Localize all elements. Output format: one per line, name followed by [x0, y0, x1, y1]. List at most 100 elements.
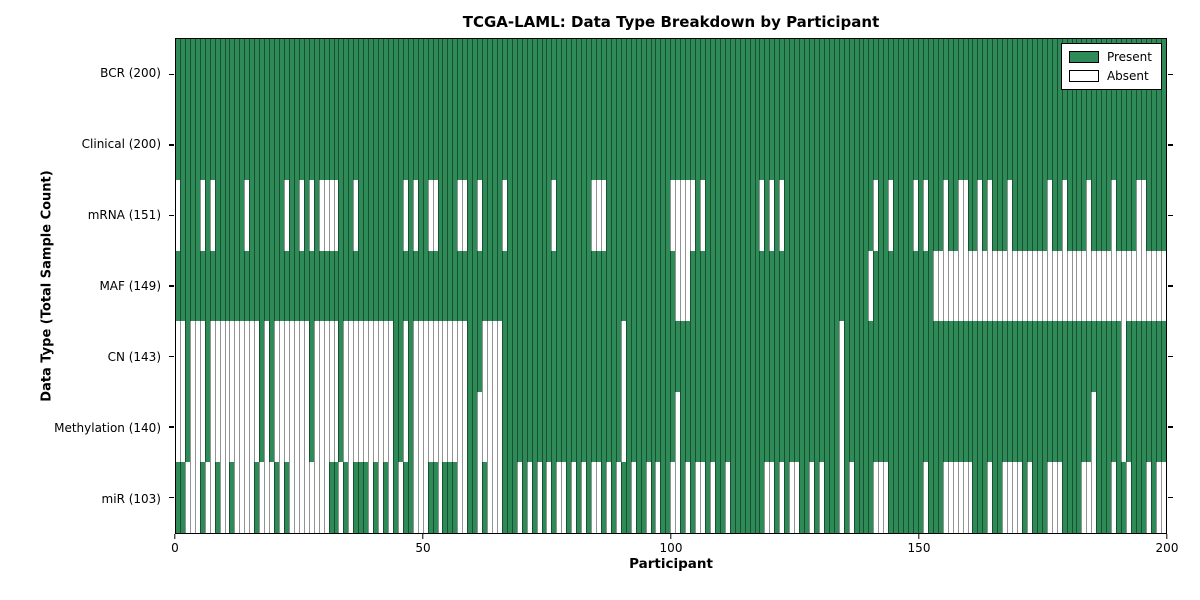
- cell: [1111, 321, 1117, 392]
- cell: [1076, 462, 1082, 534]
- cell: [313, 462, 319, 534]
- cell: [1135, 462, 1141, 534]
- cell: [447, 39, 453, 110]
- y-tick-mark: [1168, 426, 1173, 428]
- cell: [922, 180, 928, 251]
- cell: [323, 180, 329, 251]
- cell: [591, 321, 597, 392]
- cell: [1126, 321, 1131, 392]
- cell: [640, 250, 646, 322]
- cell: [888, 462, 894, 534]
- cell: [551, 321, 557, 392]
- cell: [670, 462, 676, 534]
- cell: [239, 109, 245, 181]
- cell: [650, 250, 656, 322]
- cell: [176, 250, 180, 322]
- cell: [863, 250, 869, 322]
- cell: [823, 391, 829, 463]
- cell: [368, 462, 374, 534]
- cell: [457, 391, 463, 463]
- cell: [338, 462, 344, 534]
- cell: [1026, 180, 1032, 251]
- y-tick-mark: [169, 144, 174, 146]
- legend-item-absent: Absent: [1068, 69, 1152, 83]
- cell: [556, 250, 562, 322]
- cell: [521, 180, 527, 251]
- cell: [937, 321, 943, 392]
- cell: [437, 391, 443, 463]
- cell: [1061, 391, 1067, 463]
- cell: [1081, 180, 1087, 251]
- cell: [734, 391, 740, 463]
- cell: [625, 39, 631, 110]
- cell: [888, 250, 894, 322]
- cell: [1017, 180, 1022, 251]
- cell: [1051, 250, 1057, 322]
- cell: [709, 321, 715, 392]
- cell: [749, 109, 755, 181]
- cell: [749, 250, 755, 322]
- cell: [303, 462, 309, 534]
- cell: [888, 321, 894, 392]
- cell: [952, 180, 958, 251]
- x-tick-label: 100: [659, 541, 683, 555]
- cell: [214, 109, 220, 181]
- cell: [323, 391, 329, 463]
- cell: [496, 391, 502, 463]
- cell: [313, 39, 319, 110]
- cell: [1101, 462, 1107, 534]
- cell: [818, 391, 824, 463]
- cell: [650, 109, 656, 181]
- cell: [447, 109, 453, 181]
- cell: [318, 39, 324, 110]
- cell: [1007, 39, 1013, 110]
- cell: [987, 462, 993, 534]
- cell: [645, 180, 651, 251]
- cell: [779, 109, 785, 181]
- cell: [224, 109, 230, 181]
- cell: [670, 250, 676, 322]
- cell: [596, 321, 601, 392]
- cell: [704, 321, 710, 392]
- cell: [719, 109, 725, 181]
- cell: [219, 109, 225, 181]
- cell: [249, 250, 255, 322]
- cell: [407, 180, 413, 251]
- cell: [279, 391, 284, 463]
- cell: [883, 462, 889, 534]
- cell: [501, 321, 507, 392]
- cell: [511, 250, 517, 322]
- cell: [313, 321, 319, 392]
- cell: [1002, 391, 1008, 463]
- cell: [432, 39, 438, 110]
- cell: [650, 391, 656, 463]
- cell: [1041, 250, 1047, 322]
- cell: [1086, 180, 1092, 251]
- cell: [467, 109, 473, 181]
- cell: [739, 391, 745, 463]
- cell: [932, 109, 938, 181]
- cell: [531, 180, 537, 251]
- cell: [596, 109, 601, 181]
- cell: [1091, 321, 1097, 392]
- cell: [303, 39, 309, 110]
- cell: [982, 462, 988, 534]
- y-tick-mark: [1168, 497, 1173, 499]
- cell: [457, 462, 463, 534]
- row-mrna: [176, 180, 1166, 251]
- cell: [1130, 109, 1136, 181]
- cell: [387, 321, 393, 392]
- cell: [427, 321, 433, 392]
- cell: [655, 39, 661, 110]
- cell: [264, 109, 270, 181]
- cell: [1150, 109, 1156, 181]
- cell: [809, 391, 814, 463]
- cell: [176, 39, 180, 110]
- cell: [566, 250, 572, 322]
- cell: [566, 180, 572, 251]
- cell: [1145, 109, 1151, 181]
- cell: [457, 180, 463, 251]
- cell: [482, 250, 488, 322]
- cell: [591, 39, 597, 110]
- cell: [789, 250, 795, 322]
